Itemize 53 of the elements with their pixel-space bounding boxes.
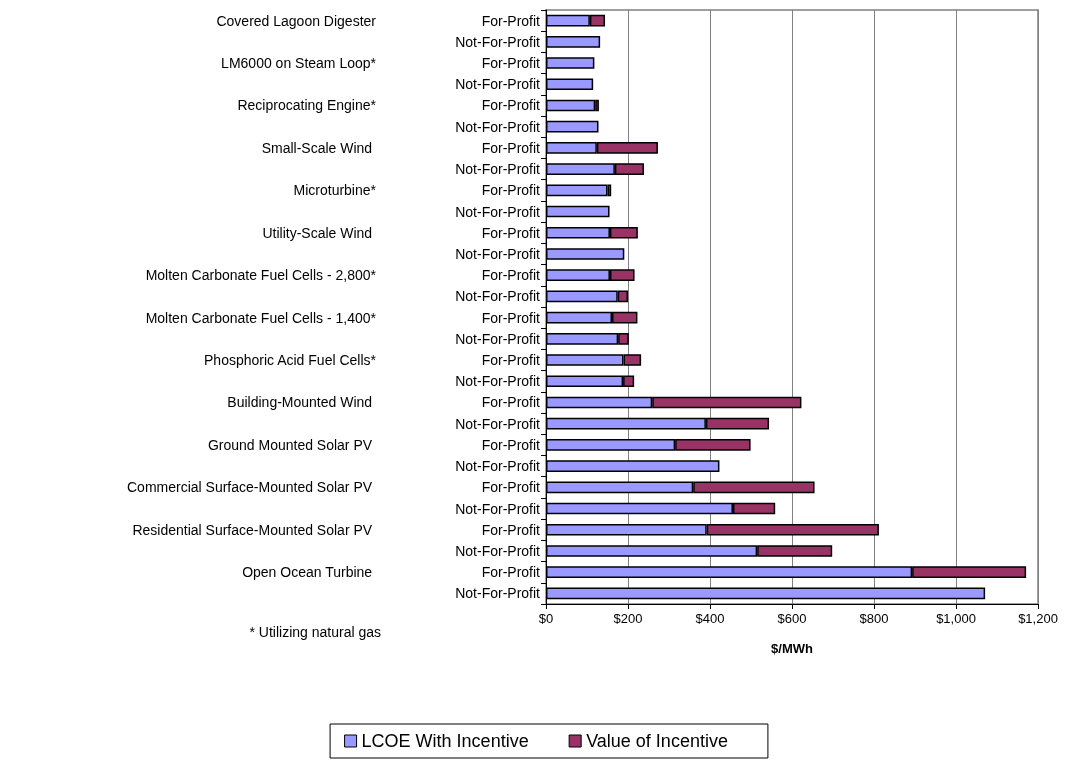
y-tick-label: Not-For-Profit — [455, 458, 541, 475]
x-tick-label: $1,000 — [936, 611, 976, 626]
y-tick-label: Not-For-Profit — [455, 288, 541, 305]
text: Covered Lagoon Digester — [216, 12, 377, 29]
y-tick-label: For-Profit — [481, 352, 541, 369]
text: LM6000 on Steam Loop* — [221, 55, 377, 72]
text: Phosphoric Acid Fuel Cells* — [204, 352, 377, 369]
x-tick-label: $1,200 — [1018, 611, 1058, 626]
y-tick-label: Not-For-Profit — [455, 500, 541, 517]
text: Ground Mounted Solar PV — [207, 436, 376, 453]
legend-label: Value of Incentive — [586, 731, 728, 751]
y-tick-label: Not-For-Profit — [455, 245, 541, 262]
y-tick-label: For-Profit — [481, 139, 541, 156]
y-tick-label: For-Profit — [481, 182, 541, 199]
legend-label: LCOE With Incentive — [361, 731, 529, 751]
y-tick-label: Not-For-Profit — [455, 415, 541, 432]
y-tick-label: Not-For-Profit — [455, 76, 541, 93]
text: Open Ocean Turbine — [242, 564, 376, 581]
y-tick-label: For-Profit — [481, 224, 541, 241]
y-tick-label: For-Profit — [481, 394, 541, 411]
y-tick-label: Not-For-Profit — [455, 542, 541, 559]
y-tick-label: For-Profit — [481, 436, 541, 453]
y-tick-label: Not-For-Profit — [455, 203, 541, 220]
text: Molten Carbonate Fuel Cells - 1,400* — [145, 309, 377, 326]
y-tick-label: Not-For-Profit — [455, 118, 541, 135]
x-axis-title: $/MWh — [771, 641, 813, 656]
y-tick-label: For-Profit — [481, 267, 541, 284]
x-tick-label: $0 — [538, 611, 554, 626]
text: Building-Mounted Wind — [227, 394, 376, 411]
text: * Utilizing natural gas — [249, 624, 381, 640]
text: Commercial Surface-Mounted Solar PV — [127, 479, 376, 496]
text: Microturbine* — [293, 182, 377, 199]
x-tick-label: $800 — [859, 611, 889, 626]
y-tick-label: For-Profit — [481, 479, 541, 496]
text: Utility-Scale Wind — [262, 224, 376, 241]
y-tick-label: For-Profit — [481, 564, 541, 581]
y-tick-label: For-Profit — [481, 12, 541, 29]
x-tick-label: $600 — [777, 611, 807, 626]
text: Small-Scale Wind — [261, 139, 376, 156]
y-tick-label: Not-For-Profit — [455, 373, 541, 390]
x-tick-label: $200 — [613, 611, 643, 626]
y-tick-label: Not-For-Profit — [455, 161, 541, 178]
y-tick-label: Not-For-Profit — [455, 330, 541, 347]
y-tick-label: For-Profit — [481, 55, 541, 72]
text: Molten Carbonate Fuel Cells - 2,800* — [145, 267, 377, 284]
text: Residential Surface-Mounted Solar PV — [132, 521, 376, 538]
y-tick-label: For-Profit — [481, 97, 541, 114]
x-tick-label: $400 — [695, 611, 725, 626]
text: Reciprocating Engine* — [237, 97, 377, 114]
y-tick-label: For-Profit — [481, 521, 541, 538]
y-tick-label: For-Profit — [481, 309, 541, 326]
y-tick-label: Not-For-Profit — [455, 33, 541, 50]
y-tick-label: Not-For-Profit — [455, 585, 541, 602]
